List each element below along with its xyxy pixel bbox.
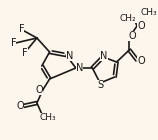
Text: F: F: [22, 48, 28, 58]
Text: S: S: [97, 80, 103, 90]
Text: O: O: [128, 31, 136, 41]
Text: CH₂: CH₂: [120, 13, 137, 23]
Text: O: O: [137, 56, 145, 66]
Text: N: N: [76, 63, 83, 73]
Text: F: F: [19, 24, 24, 34]
Text: N: N: [100, 51, 108, 61]
Text: CH₃: CH₃: [140, 8, 157, 17]
Text: O: O: [137, 21, 145, 31]
Text: O: O: [35, 85, 43, 95]
Text: O: O: [17, 101, 24, 111]
Text: N: N: [66, 51, 74, 61]
Text: F: F: [11, 38, 16, 48]
Text: CH₃: CH₃: [39, 113, 56, 122]
